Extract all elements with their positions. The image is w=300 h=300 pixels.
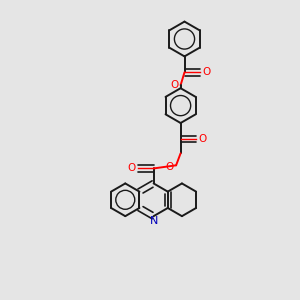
Text: N: N [149, 216, 158, 226]
Text: O: O [127, 164, 136, 173]
Text: O: O [198, 134, 207, 144]
Text: O: O [202, 67, 211, 77]
Text: O: O [170, 80, 178, 90]
Text: O: O [166, 162, 174, 172]
